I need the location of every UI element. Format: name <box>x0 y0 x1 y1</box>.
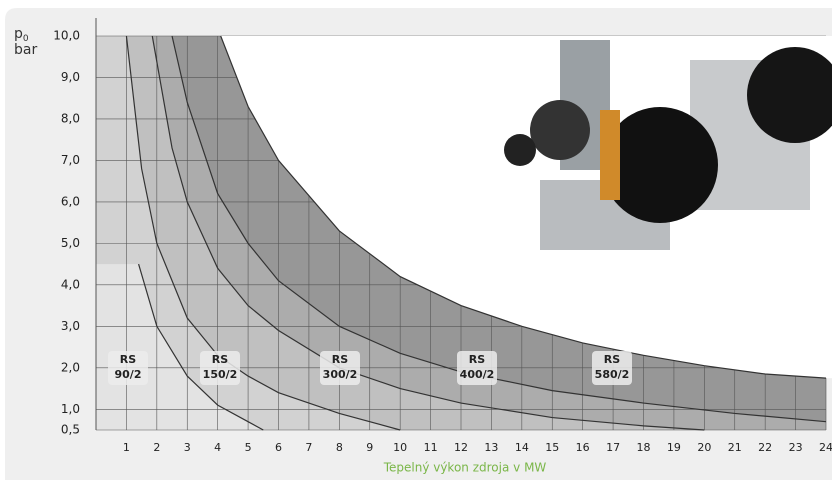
x-tick-label: 2 <box>153 441 160 454</box>
y-tick-label: 5,0 <box>61 236 80 250</box>
x-tick-label: 7 <box>305 441 312 454</box>
y-tick-label: 10,0 <box>53 29 80 43</box>
series-label: RS <box>604 353 620 366</box>
y-tick-label: 1,0 <box>61 402 80 416</box>
y-tick-label: 2,0 <box>61 360 80 374</box>
plot: 0,51,02,03,04,05,06,07,08,09,010,01 2 3 4 5 6… <box>53 18 832 454</box>
x-tick-label: 16 <box>576 441 590 454</box>
x-tick-label: 21 <box>728 441 742 454</box>
curve <box>138 263 264 431</box>
x-tick-label: 5 <box>245 441 252 454</box>
x-tick-label: 23 <box>789 441 803 454</box>
series-label: 150/2 <box>203 368 238 381</box>
curve <box>220 35 827 379</box>
series-label: 300/2 <box>323 368 358 381</box>
curve <box>151 35 705 431</box>
y-tick-label: 7,0 <box>61 153 80 167</box>
series-label: 90/2 <box>115 368 142 381</box>
x-tick-label: 17 <box>606 441 620 454</box>
series-label-box <box>320 351 360 385</box>
photo-part <box>530 100 590 160</box>
x-tick-label: 10 <box>393 441 407 454</box>
y-tick-label: 9,0 <box>61 70 80 84</box>
x-label: Tepelný výkon zdroja v MW <box>383 461 547 475</box>
y-label-sub: 0 <box>23 34 29 44</box>
x-tick-label: 1 <box>123 441 130 454</box>
series-label-box <box>200 351 240 385</box>
series-label: RS <box>212 353 228 366</box>
y-label: p0 <box>14 26 29 44</box>
x-tick-label: 18 <box>637 441 651 454</box>
region <box>96 36 401 430</box>
x-tick-label: 9 <box>366 441 373 454</box>
series-label-box <box>457 351 497 385</box>
y-unit: bar <box>14 42 37 58</box>
photo-part <box>600 110 620 200</box>
series-label-box <box>592 351 632 385</box>
photo-part <box>602 107 718 223</box>
y-tick-label: 4,0 <box>61 277 80 291</box>
x-tick-label: 8 <box>336 441 343 454</box>
x-tick-label: 22 <box>758 441 772 454</box>
series-label-box <box>108 351 148 385</box>
series-label: 400/2 <box>460 368 495 381</box>
y-tick-label: 6,0 <box>61 194 80 208</box>
x-tick-label: 20 <box>697 441 711 454</box>
x-tick-label: 19 <box>667 441 681 454</box>
series-label: RS <box>332 353 348 366</box>
x-tick-label: 6 <box>275 441 282 454</box>
x-tick-label: 13 <box>484 441 498 454</box>
series-label: 580/2 <box>595 368 630 381</box>
photo-part <box>504 134 536 166</box>
region <box>96 264 264 430</box>
curve <box>171 35 827 423</box>
series-label: RS <box>469 353 485 366</box>
x-tick-label: 14 <box>515 441 529 454</box>
x-tick-label: 24 <box>819 441 832 454</box>
photo-part <box>747 47 832 143</box>
series-label: RS <box>120 353 136 366</box>
x-tick-label: 12 <box>454 441 468 454</box>
y-tick-label: 0,5 <box>61 423 80 437</box>
x-tick-label: 11 <box>424 441 438 454</box>
y-tick-label: 8,0 <box>61 111 80 125</box>
y-tick-label: 3,0 <box>61 319 80 333</box>
x-tick-label: 4 <box>214 441 221 454</box>
x-tick-label: 3 <box>184 441 191 454</box>
y-label-main: p <box>14 26 23 42</box>
x-tick-label: 15 <box>545 441 559 454</box>
